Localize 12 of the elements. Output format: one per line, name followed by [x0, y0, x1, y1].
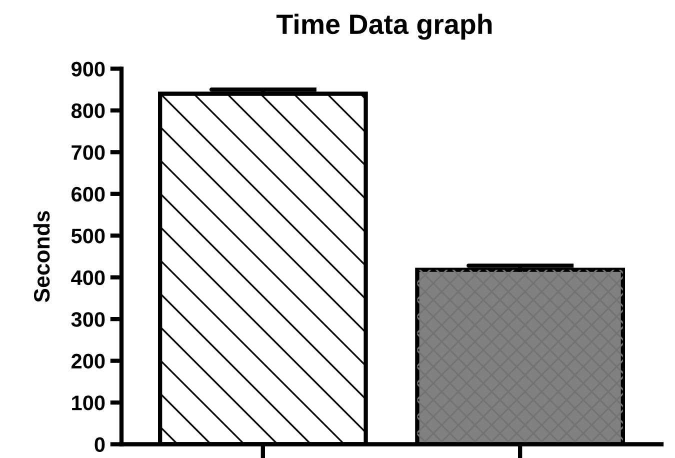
- y-tick-label: 300: [71, 312, 105, 327]
- y-axis-title: Seconds: [33, 211, 50, 302]
- y-tick-label: 200: [71, 354, 105, 369]
- y-tick-label: 800: [71, 103, 105, 118]
- y-tick-label: 100: [72, 396, 105, 410]
- y-tick-label: 700: [72, 145, 105, 160]
- y-tick-label: 0: [94, 437, 105, 452]
- y-tick-label: 900: [71, 62, 105, 76]
- y-tick-label: 600: [72, 186, 105, 202]
- y-tick-label: 400: [71, 270, 105, 286]
- chart-title: Time Data graph: [276, 14, 492, 40]
- y-tick-label: 500: [71, 228, 105, 244]
